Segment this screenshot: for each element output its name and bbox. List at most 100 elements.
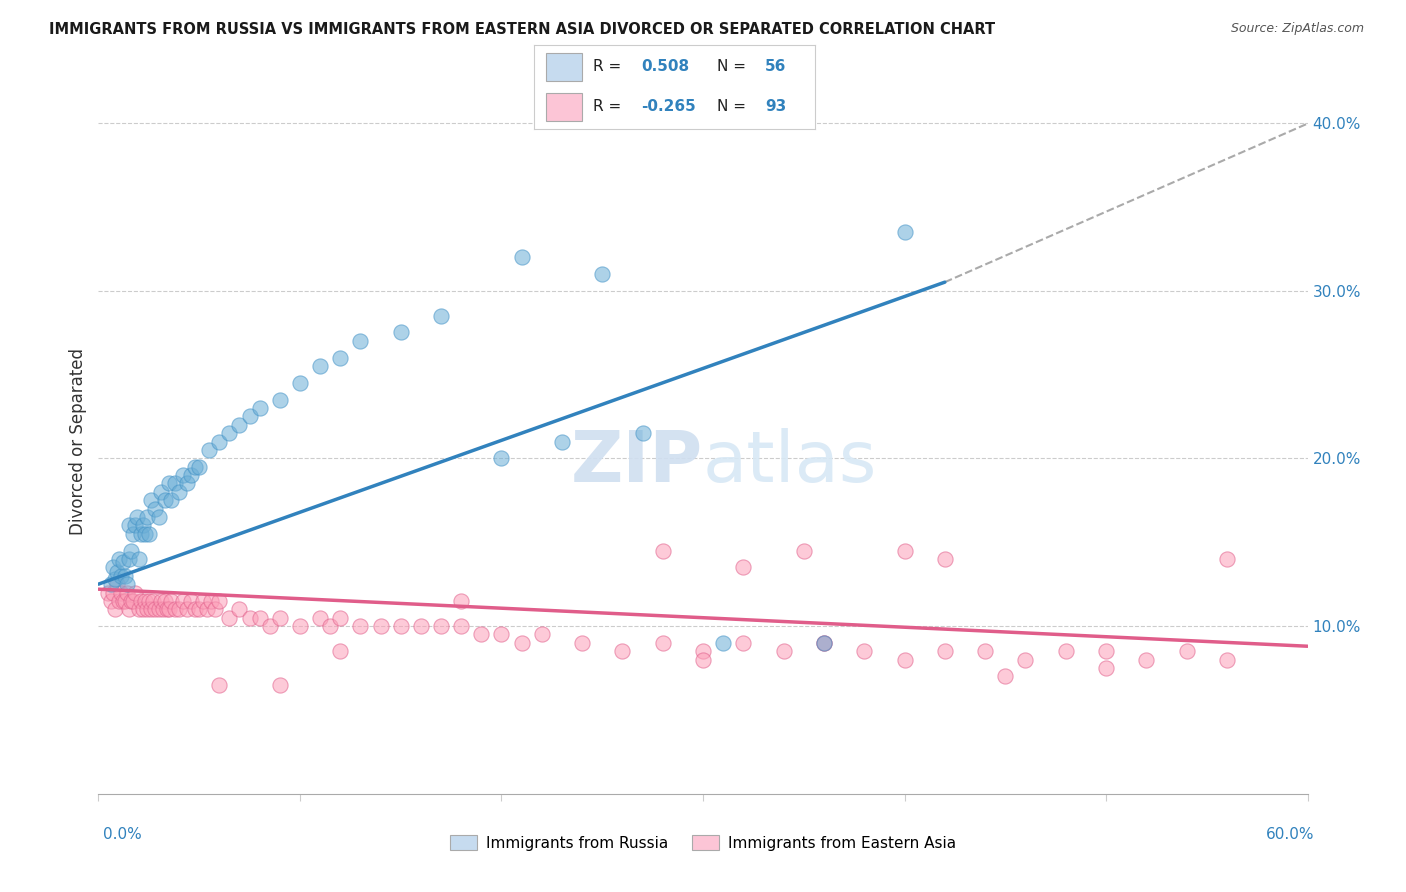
Point	[239, 409, 262, 424]
Point	[176, 476, 198, 491]
Point	[813, 636, 835, 650]
Text: 93: 93	[765, 99, 786, 114]
Point	[329, 611, 352, 625]
Point	[631, 426, 654, 441]
Point	[195, 602, 218, 616]
Point	[143, 501, 166, 516]
Text: atlas: atlas	[703, 428, 877, 497]
Legend: Immigrants from Russia, Immigrants from Eastern Asia: Immigrants from Russia, Immigrants from …	[443, 829, 963, 856]
Point	[188, 602, 211, 616]
Point	[118, 602, 141, 616]
Point	[651, 543, 673, 558]
Point	[208, 594, 231, 608]
Point	[1095, 661, 1118, 675]
Point	[139, 602, 162, 616]
Point	[149, 594, 172, 608]
Point	[269, 392, 291, 407]
Point	[612, 644, 634, 658]
Point	[733, 636, 755, 650]
Point	[184, 602, 207, 616]
Point	[153, 493, 176, 508]
Point	[430, 309, 453, 323]
Point	[152, 602, 174, 616]
Point	[105, 566, 128, 580]
Point	[180, 468, 202, 483]
Point	[249, 401, 271, 415]
Point	[132, 518, 155, 533]
Point	[1095, 644, 1118, 658]
Text: N =: N =	[717, 99, 751, 114]
Point	[491, 627, 513, 641]
Point	[129, 526, 152, 541]
Point	[1054, 644, 1077, 658]
Point	[180, 594, 202, 608]
Text: -0.265: -0.265	[641, 99, 696, 114]
Point	[167, 484, 190, 499]
Text: 60.0%: 60.0%	[1267, 827, 1315, 842]
Point	[470, 627, 492, 641]
Point	[733, 560, 755, 574]
Point	[120, 543, 142, 558]
Point	[121, 594, 143, 608]
Text: R =: R =	[593, 99, 627, 114]
Point	[1135, 653, 1157, 667]
Point	[193, 594, 215, 608]
Text: Source: ZipAtlas.com: Source: ZipAtlas.com	[1230, 22, 1364, 36]
Point	[591, 267, 613, 281]
Point	[200, 594, 222, 608]
Point	[510, 250, 533, 264]
Point	[934, 644, 956, 658]
Point	[100, 577, 122, 591]
Point	[143, 602, 166, 616]
Point	[692, 644, 714, 658]
Point	[309, 359, 332, 373]
Point	[893, 543, 915, 558]
Point	[105, 577, 128, 591]
Point	[409, 619, 432, 633]
Point	[1216, 552, 1239, 566]
Point	[1175, 644, 1198, 658]
Point	[288, 619, 311, 633]
Point	[450, 619, 472, 633]
Point	[124, 585, 146, 599]
Point	[176, 602, 198, 616]
Point	[138, 526, 160, 541]
Point	[319, 619, 342, 633]
Point	[103, 602, 125, 616]
Point	[153, 594, 176, 608]
Point	[551, 434, 574, 449]
FancyBboxPatch shape	[546, 93, 582, 120]
Point	[97, 585, 120, 599]
Y-axis label: Divorced or Separated: Divorced or Separated	[69, 348, 87, 535]
Point	[208, 434, 231, 449]
Point	[139, 493, 162, 508]
Point	[228, 417, 250, 432]
Point	[450, 594, 472, 608]
Point	[188, 459, 211, 474]
Point	[651, 636, 673, 650]
Point	[793, 543, 815, 558]
Point	[135, 510, 157, 524]
Point	[142, 594, 165, 608]
Point	[157, 476, 180, 491]
Point	[110, 568, 132, 582]
Point	[974, 644, 997, 658]
Point	[120, 594, 142, 608]
Point	[249, 611, 271, 625]
Text: IMMIGRANTS FROM RUSSIA VS IMMIGRANTS FROM EASTERN ASIA DIVORCED OR SEPARATED COR: IMMIGRANTS FROM RUSSIA VS IMMIGRANTS FRO…	[49, 22, 995, 37]
Point	[772, 644, 794, 658]
Point	[204, 602, 226, 616]
Point	[110, 585, 132, 599]
Point	[813, 636, 835, 650]
Point	[148, 602, 170, 616]
Point	[288, 376, 311, 390]
Point	[1014, 653, 1036, 667]
Point	[107, 552, 129, 566]
Point	[813, 636, 835, 650]
Point	[157, 602, 180, 616]
Point	[994, 669, 1017, 683]
Point	[1216, 653, 1239, 667]
Point	[218, 426, 240, 441]
Point	[184, 459, 207, 474]
Point	[100, 594, 122, 608]
